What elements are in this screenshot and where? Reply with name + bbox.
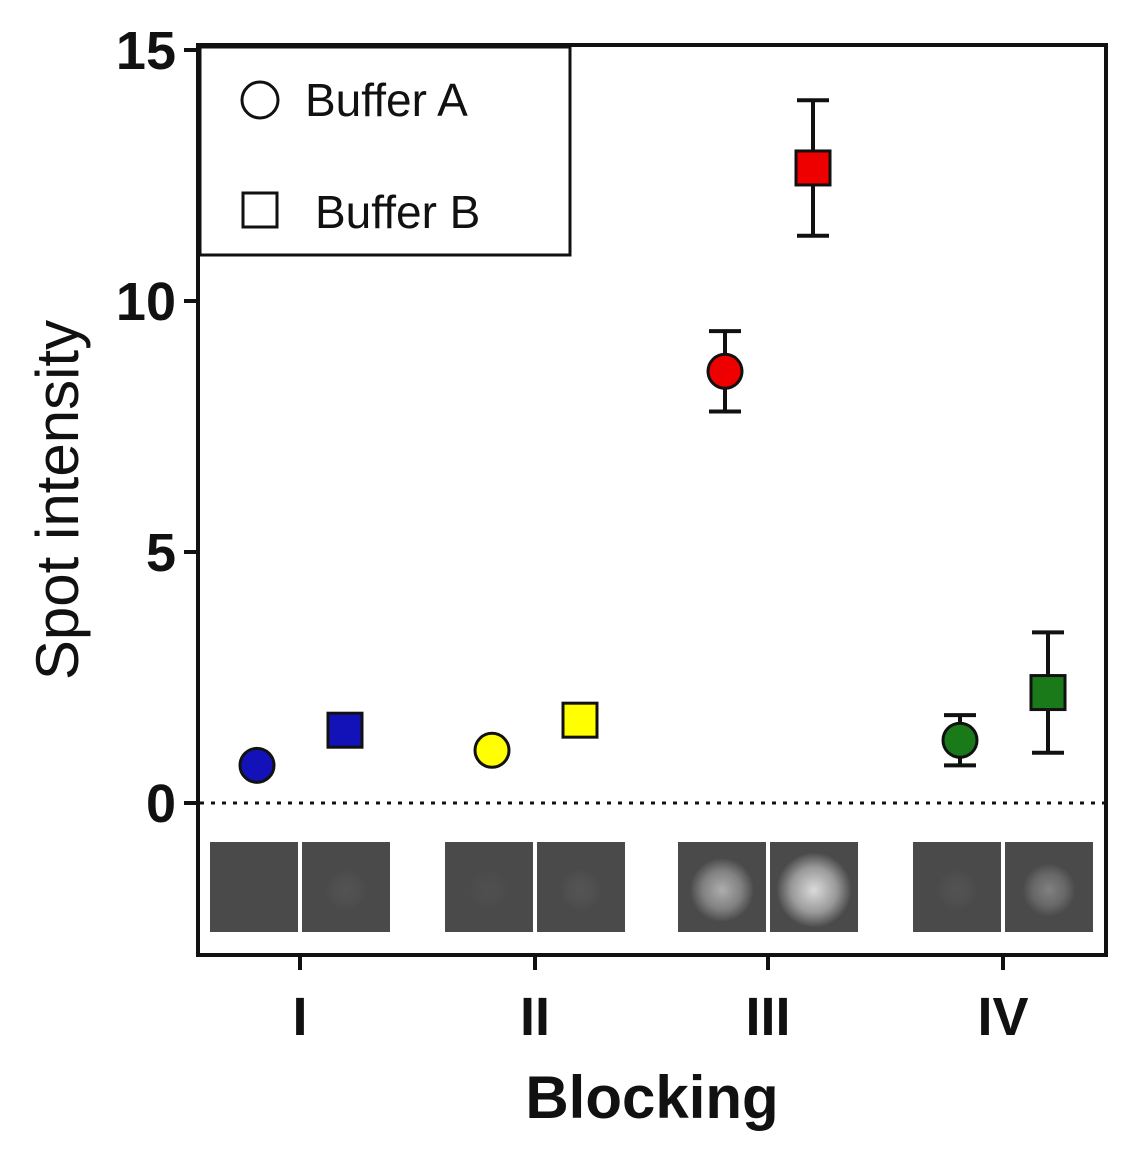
y-tick-label: 10 (116, 272, 176, 332)
spot-glow (689, 857, 755, 923)
x-axis-title: Blocking (525, 1064, 778, 1131)
y-tick-label: 5 (146, 523, 176, 583)
data-point-circle (238, 746, 276, 784)
data-point-square (561, 701, 599, 739)
x-tick-label: III (745, 987, 790, 1047)
spot-glow (935, 868, 979, 912)
legend: Buffer A Buffer B (198, 45, 572, 257)
data-point-circle (473, 731, 511, 769)
data-point-square (794, 149, 832, 187)
y-axis-title: Spot intensity (24, 320, 91, 680)
spot-glow (1022, 863, 1076, 917)
y-tick-label: 15 (116, 21, 176, 81)
data-point-square (326, 711, 364, 749)
data-point-square (1029, 674, 1067, 712)
spot-thumbnail-layer (210, 842, 1093, 932)
spot-glow (776, 852, 852, 928)
error-bar-layer (709, 98, 1064, 768)
spot-glow (324, 868, 368, 912)
y-tick-layer: 0 5 10 15 (116, 21, 198, 834)
x-tick-layer: I II III IV (292, 955, 1029, 1047)
legend-label-buffer-b: Buffer B (315, 186, 480, 238)
legend-circle-icon (240, 80, 280, 120)
data-point-circle (941, 721, 979, 759)
x-tick-label: I (292, 987, 307, 1047)
spot-glow (559, 868, 603, 912)
x-tick-label: IV (977, 987, 1028, 1047)
marker-layer (238, 149, 1067, 784)
x-tick-label: II (520, 987, 550, 1047)
plot-frame (196, 43, 1108, 957)
spot-glow (468, 869, 509, 910)
spot-thumbnail (210, 842, 298, 932)
spot-thumbnail (445, 842, 533, 932)
legend-label-buffer-a: Buffer A (305, 74, 468, 126)
legend-square-icon (241, 191, 279, 229)
y-tick-label: 0 (146, 774, 176, 834)
data-point-circle (706, 352, 744, 390)
